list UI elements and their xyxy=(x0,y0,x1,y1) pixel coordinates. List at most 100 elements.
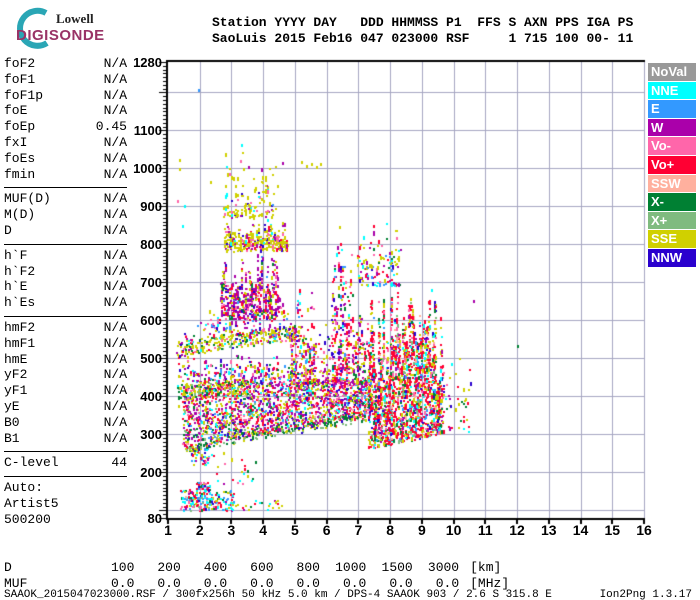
param-label: yE xyxy=(4,398,20,414)
param-label: foEp xyxy=(4,119,36,135)
param-label: B1 xyxy=(4,430,20,446)
param-label: MUF(D) xyxy=(4,191,51,207)
header-line1: Station YYYY DAY DDD HHMMSS P1 FFS S AXN… xyxy=(212,15,634,30)
param-label: foF1 xyxy=(4,71,36,87)
param-row: hmF1 N/A xyxy=(4,336,127,352)
x-axis-tick-label: 11 xyxy=(477,522,493,538)
param-value: N/A xyxy=(103,71,127,87)
param-value: 0.45 xyxy=(95,119,127,135)
legend-item-w: W xyxy=(648,118,696,137)
y-axis-tick-label: 600 xyxy=(140,313,162,329)
x-axis-tick-label: 6 xyxy=(322,522,331,538)
param-row: foEs N/A xyxy=(4,151,127,167)
param-value: N/A xyxy=(103,367,127,383)
y-axis-tick-label: 80 xyxy=(147,511,162,526)
status-file-info: SAAOK_2015047023000.RSF / 300fx256h 50 k… xyxy=(4,589,552,600)
param-label: C-level xyxy=(4,455,59,471)
footer-cell: 0.0 xyxy=(250,576,274,591)
x-axis-tick-label: 7 xyxy=(354,522,363,538)
param-label: Artist5 xyxy=(4,495,59,511)
x-axis-tick-label: 14 xyxy=(572,522,589,538)
footer-cell: 100 xyxy=(110,560,135,575)
y-axis-tick-label: 1280 xyxy=(133,55,162,70)
param-row: D N/A xyxy=(4,223,127,239)
x-axis-tick-label: 10 xyxy=(445,522,462,538)
status-bar: SAAOK_2015047023000.RSF / 300fx256h 50 k… xyxy=(0,589,700,600)
legend-item-sse: SSE xyxy=(648,230,696,248)
x-axis-tick-label: 9 xyxy=(417,522,426,538)
param-row: Auto: xyxy=(4,480,127,496)
param-value: N/A xyxy=(103,279,127,295)
footer-cell: 3000 xyxy=(427,560,460,575)
param-value: N/A xyxy=(103,383,127,399)
param-divider xyxy=(4,315,127,317)
logo-arc-icon: Lowell DIGISONDE xyxy=(16,7,105,49)
logo-digisonde-text: DIGISONDE xyxy=(16,27,105,44)
param-row: foE N/A xyxy=(4,103,127,119)
param-label: foE xyxy=(4,103,28,119)
param-divider xyxy=(4,451,127,453)
param-value: N/A xyxy=(103,87,127,103)
param-row: yE N/A xyxy=(4,399,127,415)
legend-item-x: X- xyxy=(648,193,696,211)
param-row: fmin N/A xyxy=(4,167,127,183)
param-label: h`F xyxy=(4,247,28,263)
param-label: yF2 xyxy=(4,367,28,383)
muf-row: MUF 0.0 0.0 0.0 0.0 0.0 0.0 0.0 0.0 [MHz] xyxy=(0,576,700,591)
status-program-version: Ion2Png 1.3.17 xyxy=(599,589,692,600)
x-axis-tick-label: 13 xyxy=(541,522,557,538)
ionogram-plot xyxy=(150,54,655,532)
param-label: foF2 xyxy=(4,56,36,71)
y-axis-tick-label: 700 xyxy=(140,275,162,291)
d-row: D 100 200 400 600 800 1000 1500 3000 [km] xyxy=(0,560,700,575)
param-value: N/A xyxy=(103,351,127,367)
lowell-digisonde-logo: Lowell DIGISONDE xyxy=(6,4,126,50)
x-axis-tick-label: 1 xyxy=(164,522,172,538)
param-row: foF1 N/A xyxy=(4,72,127,88)
param-label: yF1 xyxy=(4,383,28,399)
footer-cell: 200 xyxy=(157,560,181,575)
param-row: foEp 0.45 xyxy=(4,119,127,135)
legend-item-nne: NNE xyxy=(648,81,696,100)
legend-item-nnw: NNW xyxy=(648,248,696,267)
param-divider xyxy=(4,243,127,245)
x-axis-tick-label: 16 xyxy=(636,522,652,538)
legend-item-e: E xyxy=(648,100,696,118)
legend-item-vo: Vo+ xyxy=(648,155,696,174)
legend-item-ssw: SSW xyxy=(648,174,696,193)
footer-cell: 600 xyxy=(250,560,274,575)
footer-cell: 0.0 xyxy=(157,576,181,591)
param-row: 500200 xyxy=(4,512,127,528)
param-value: N/A xyxy=(103,134,127,150)
footer-cell: 1000 xyxy=(335,560,367,575)
param-row: C-level 44 xyxy=(4,455,127,471)
footer-cell: 0.0 xyxy=(435,576,460,591)
y-axis-tick-label: 1000 xyxy=(133,161,162,177)
param-label: 500200 xyxy=(4,511,51,527)
header-block: Station YYYY DAY DDD HHMMSS P1 FFS S AXN… xyxy=(212,15,633,47)
param-row: h`F N/A xyxy=(4,248,127,264)
parameter-panel: foF2 N/A foF1 N/A foF1p N/A foE N/A foEp 0.45 fxI N… xyxy=(4,56,127,528)
param-label: M(D) xyxy=(4,207,36,223)
footer-unit: [km] xyxy=(470,560,502,575)
param-value: N/A xyxy=(103,263,127,279)
param-label: Auto: xyxy=(4,480,44,496)
param-value: N/A xyxy=(103,247,127,263)
param-value: N/A xyxy=(103,56,127,71)
param-label: hmF1 xyxy=(4,335,36,351)
param-value: N/A xyxy=(103,319,127,335)
footer-cell: 0.0 xyxy=(296,576,320,591)
param-row: yF1 N/A xyxy=(4,383,127,399)
param-value: N/A xyxy=(103,335,127,351)
x-axis-tick-label: 3 xyxy=(227,522,236,538)
y-axis-tick-label: 900 xyxy=(140,199,162,215)
footer-cell: 400 xyxy=(203,560,228,575)
legend-item-noval: NoVal xyxy=(648,63,696,81)
param-value: N/A xyxy=(103,103,127,119)
footer-cell: 0.0 xyxy=(342,576,367,591)
param-value: N/A xyxy=(103,150,127,166)
param-label: h`Es xyxy=(4,295,36,311)
param-label: fmin xyxy=(4,166,36,182)
param-value: N/A xyxy=(103,222,127,238)
